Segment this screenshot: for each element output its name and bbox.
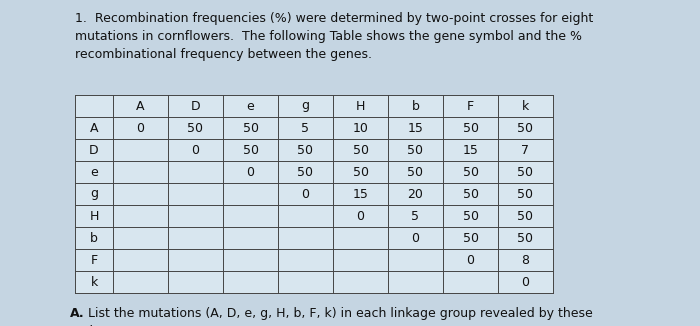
- Text: 50: 50: [517, 187, 533, 200]
- Text: 50: 50: [242, 143, 258, 156]
- Text: e: e: [246, 99, 254, 112]
- Text: 0: 0: [302, 187, 309, 200]
- Text: 10: 10: [353, 122, 368, 135]
- Text: 0: 0: [466, 254, 475, 266]
- Text: 0: 0: [136, 122, 144, 135]
- Text: g: g: [302, 99, 309, 112]
- Text: 50: 50: [407, 166, 424, 179]
- Text: e: e: [90, 166, 98, 179]
- Text: 0: 0: [356, 210, 365, 223]
- Text: k: k: [90, 275, 97, 289]
- Text: 50: 50: [463, 210, 479, 223]
- Text: A.: A.: [70, 307, 85, 320]
- Text: List the mutations (A, D, e, g, H, b, F, k) in each linkage group revealed by th: List the mutations (A, D, e, g, H, b, F,…: [84, 307, 593, 326]
- Text: 50: 50: [463, 122, 479, 135]
- Text: 0: 0: [192, 143, 199, 156]
- Text: b: b: [90, 231, 98, 244]
- Text: 50: 50: [517, 166, 533, 179]
- Text: H: H: [356, 99, 365, 112]
- Text: D: D: [190, 99, 200, 112]
- Text: k: k: [522, 99, 529, 112]
- Text: 50: 50: [463, 231, 479, 244]
- Text: 15: 15: [463, 143, 478, 156]
- Text: H: H: [90, 210, 99, 223]
- Text: b: b: [412, 99, 419, 112]
- Text: 50: 50: [353, 166, 368, 179]
- Text: 50: 50: [407, 143, 424, 156]
- Text: 1.  Recombination frequencies (%) were determined by two-point crosses for eight: 1. Recombination frequencies (%) were de…: [75, 12, 594, 61]
- Text: 5: 5: [412, 210, 419, 223]
- Text: D: D: [89, 143, 99, 156]
- Text: 50: 50: [517, 231, 533, 244]
- Text: 20: 20: [407, 187, 424, 200]
- Bar: [75, 95, 553, 293]
- Text: 8: 8: [522, 254, 529, 266]
- Text: 15: 15: [353, 187, 368, 200]
- Text: 50: 50: [242, 122, 258, 135]
- Text: 50: 50: [298, 166, 314, 179]
- Text: 50: 50: [517, 122, 533, 135]
- Text: 0: 0: [522, 275, 529, 289]
- Text: F: F: [90, 254, 97, 266]
- Text: 50: 50: [353, 143, 368, 156]
- Text: 50: 50: [298, 143, 314, 156]
- Text: 50: 50: [463, 166, 479, 179]
- Text: 50: 50: [517, 210, 533, 223]
- Text: 0: 0: [412, 231, 419, 244]
- Text: F: F: [467, 99, 474, 112]
- Text: 5: 5: [302, 122, 309, 135]
- Text: 15: 15: [407, 122, 424, 135]
- Text: 50: 50: [188, 122, 204, 135]
- Text: A: A: [136, 99, 145, 112]
- Text: g: g: [90, 187, 98, 200]
- Text: 50: 50: [463, 187, 479, 200]
- Text: A: A: [90, 122, 98, 135]
- Text: 0: 0: [246, 166, 255, 179]
- Text: 7: 7: [522, 143, 529, 156]
